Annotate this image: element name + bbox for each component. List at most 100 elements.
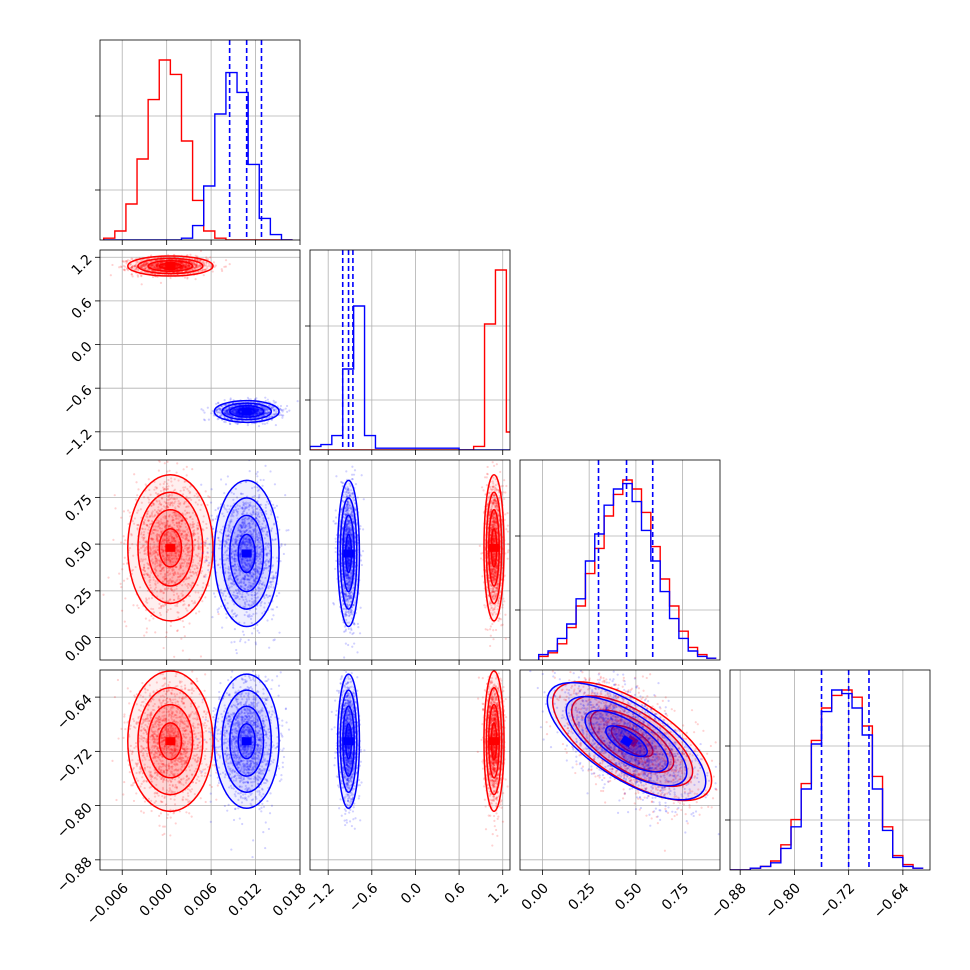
scatter-point bbox=[156, 267, 159, 270]
scatter-point bbox=[136, 274, 139, 277]
grid-lines bbox=[100, 40, 300, 240]
scatter-point bbox=[194, 277, 197, 281]
histogram-bar bbox=[485, 324, 496, 450]
scatter-point bbox=[186, 254, 189, 257]
scatter-point bbox=[189, 253, 192, 256]
scatter-point bbox=[143, 263, 146, 266]
scatter-point bbox=[184, 264, 188, 268]
scatter-point bbox=[194, 264, 197, 267]
scatter-point bbox=[186, 264, 189, 268]
scatter-point bbox=[213, 265, 216, 268]
scatter-point bbox=[163, 462, 166, 465]
histogram-bar bbox=[872, 789, 882, 870]
scatter-point bbox=[152, 263, 155, 267]
scatter-point bbox=[185, 474, 188, 477]
scatter-point bbox=[135, 267, 138, 270]
scatter-point bbox=[182, 266, 185, 269]
scatter-point bbox=[143, 271, 146, 274]
scatter-point bbox=[186, 269, 190, 272]
scatter-point bbox=[192, 261, 196, 264]
scatter-point bbox=[183, 264, 186, 268]
scatter-point bbox=[133, 265, 137, 268]
scatter-point bbox=[210, 488, 213, 491]
scatter-point bbox=[256, 470, 259, 474]
scatter-point bbox=[151, 275, 155, 279]
scatter-point bbox=[199, 269, 202, 272]
histogram-bar bbox=[822, 708, 832, 870]
scatter-point bbox=[228, 422, 232, 425]
scatter-point bbox=[181, 264, 185, 268]
scatter-point bbox=[175, 471, 178, 474]
scatter-point bbox=[193, 263, 196, 266]
scatter-point bbox=[256, 475, 259, 478]
scatter-point bbox=[176, 629, 179, 632]
scatter-point bbox=[180, 262, 184, 265]
scatter-point bbox=[137, 606, 140, 610]
scatter-point bbox=[181, 266, 184, 270]
histogram-blue bbox=[537, 482, 717, 660]
scatter-point bbox=[156, 267, 159, 270]
scatter-point bbox=[187, 264, 190, 267]
scatter-point bbox=[145, 631, 148, 634]
scatter-point bbox=[159, 261, 162, 264]
scatter-panel-1-0 bbox=[100, 250, 300, 450]
scatter-point bbox=[180, 267, 183, 270]
scatter-point bbox=[195, 271, 198, 274]
histogram-bar bbox=[585, 561, 594, 660]
scatter-point bbox=[200, 269, 204, 272]
scatter-point bbox=[181, 262, 184, 265]
histogram-bar bbox=[193, 226, 204, 240]
scatter-point bbox=[143, 262, 146, 265]
scatter-point bbox=[130, 257, 133, 260]
scatter-point bbox=[272, 399, 275, 402]
scatter-point bbox=[144, 266, 147, 270]
scatter-point bbox=[159, 281, 163, 284]
scatter-point bbox=[194, 264, 198, 267]
scatter-point bbox=[185, 465, 188, 468]
scatter-point bbox=[263, 422, 267, 426]
histogram-red-bars bbox=[750, 690, 923, 870]
scatter-point bbox=[147, 268, 150, 271]
scatter-point bbox=[144, 267, 147, 271]
scatter-point bbox=[182, 263, 185, 266]
scatter-point bbox=[151, 269, 154, 272]
scatter-point bbox=[182, 265, 185, 268]
histogram-blue-bars bbox=[750, 690, 923, 870]
histogram-bar bbox=[679, 638, 688, 660]
scatter-point bbox=[221, 269, 224, 273]
scatter-point bbox=[120, 265, 123, 269]
scatter-point bbox=[211, 270, 214, 273]
scatter-point bbox=[152, 264, 155, 267]
scatter-point bbox=[266, 412, 270, 415]
scatter-point bbox=[131, 267, 134, 270]
scatter-point bbox=[274, 401, 278, 404]
scatter-point bbox=[154, 267, 157, 270]
scatter-point bbox=[181, 266, 184, 269]
scatter-point bbox=[144, 268, 147, 271]
scatter-point bbox=[120, 516, 123, 519]
histogram-bar bbox=[613, 494, 622, 660]
scatter-point bbox=[134, 268, 137, 271]
histogram-bar bbox=[698, 655, 707, 660]
scatter-point bbox=[181, 619, 184, 623]
scatter-point bbox=[144, 267, 148, 270]
scatter-point bbox=[199, 259, 202, 262]
scatter-point bbox=[256, 447, 258, 449]
scatter-point bbox=[183, 264, 186, 268]
scatter-point bbox=[187, 265, 190, 268]
scatter-point bbox=[141, 264, 144, 267]
scatter-point bbox=[150, 264, 153, 267]
scatter-point bbox=[145, 262, 148, 265]
histogram-red-bars bbox=[539, 480, 717, 660]
scatter-point bbox=[181, 266, 184, 269]
histogram-bar bbox=[193, 200, 204, 240]
scatter-point bbox=[211, 409, 214, 413]
scatter-point bbox=[137, 268, 140, 271]
scatter-point bbox=[184, 265, 188, 269]
histogram-bar bbox=[632, 502, 641, 660]
histogram-bar bbox=[862, 726, 872, 870]
scatter-point bbox=[180, 261, 183, 265]
scatter-point bbox=[132, 264, 135, 267]
scatter-point bbox=[196, 258, 199, 262]
scatter-point bbox=[258, 631, 261, 634]
